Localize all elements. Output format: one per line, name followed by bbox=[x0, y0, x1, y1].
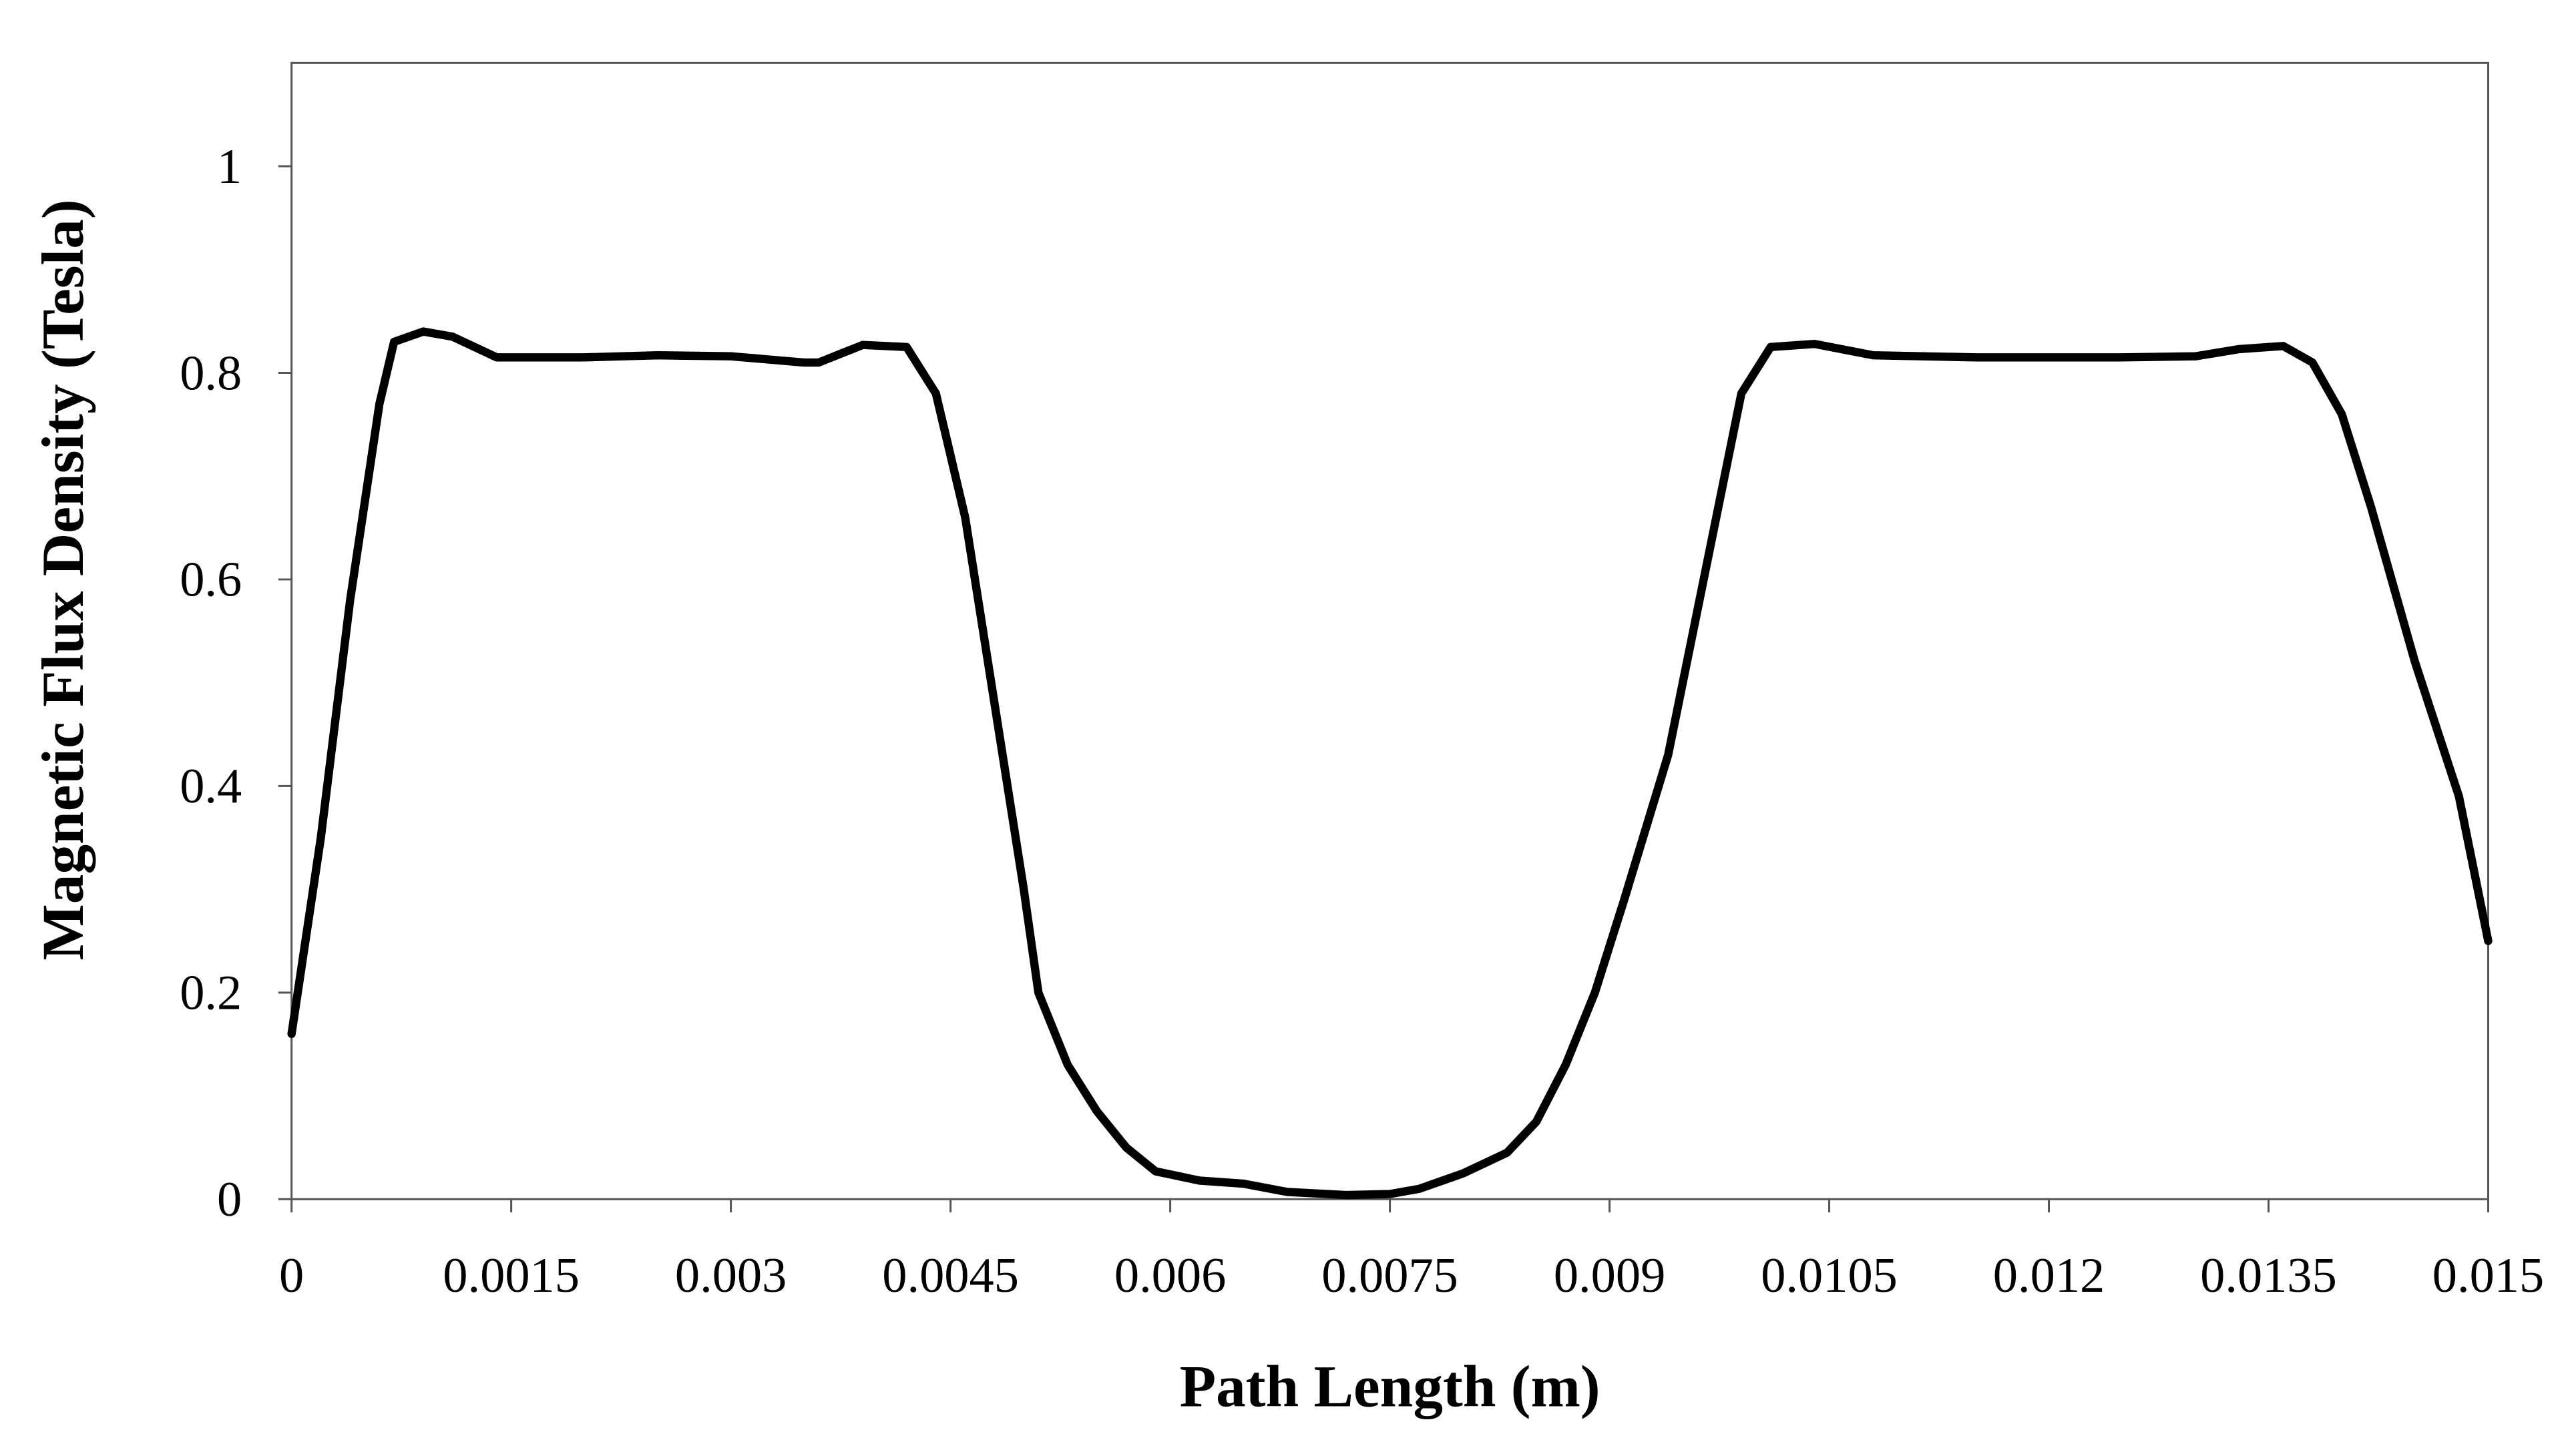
x-tick-label: 0.015 bbox=[2432, 1248, 2544, 1303]
y-tick-label: 1 bbox=[217, 140, 242, 194]
y-tick-label: 0.6 bbox=[180, 553, 242, 608]
x-tick-label: 0.012 bbox=[1993, 1248, 2105, 1303]
x-tick-label: 0.0075 bbox=[1321, 1248, 1458, 1303]
y-axis-label: Magnetic Flux Density (Tesla) bbox=[30, 199, 96, 960]
x-tick-label: 0.0045 bbox=[882, 1248, 1019, 1303]
x-tick-label: 0.0015 bbox=[443, 1248, 580, 1303]
x-tick-label: 0.0105 bbox=[1761, 1248, 1898, 1303]
plot-frame bbox=[290, 61, 2489, 1200]
x-tick-label: 0.003 bbox=[675, 1248, 787, 1303]
y-tick-label: 0.4 bbox=[180, 759, 242, 814]
y-tick-label: 0.8 bbox=[180, 346, 242, 401]
x-tick-label: 0.009 bbox=[1554, 1248, 1665, 1303]
y-tick-label: 0.2 bbox=[180, 966, 242, 1021]
data-line bbox=[287, 327, 2493, 1200]
x-tick-label: 0 bbox=[279, 1248, 304, 1303]
y-tick-label: 0 bbox=[217, 1172, 242, 1227]
x-tick-label: 0.006 bbox=[1114, 1248, 1226, 1303]
x-axis-label: Path Length (m) bbox=[1180, 1353, 1600, 1419]
x-tick-label: 0.0135 bbox=[2200, 1248, 2337, 1303]
